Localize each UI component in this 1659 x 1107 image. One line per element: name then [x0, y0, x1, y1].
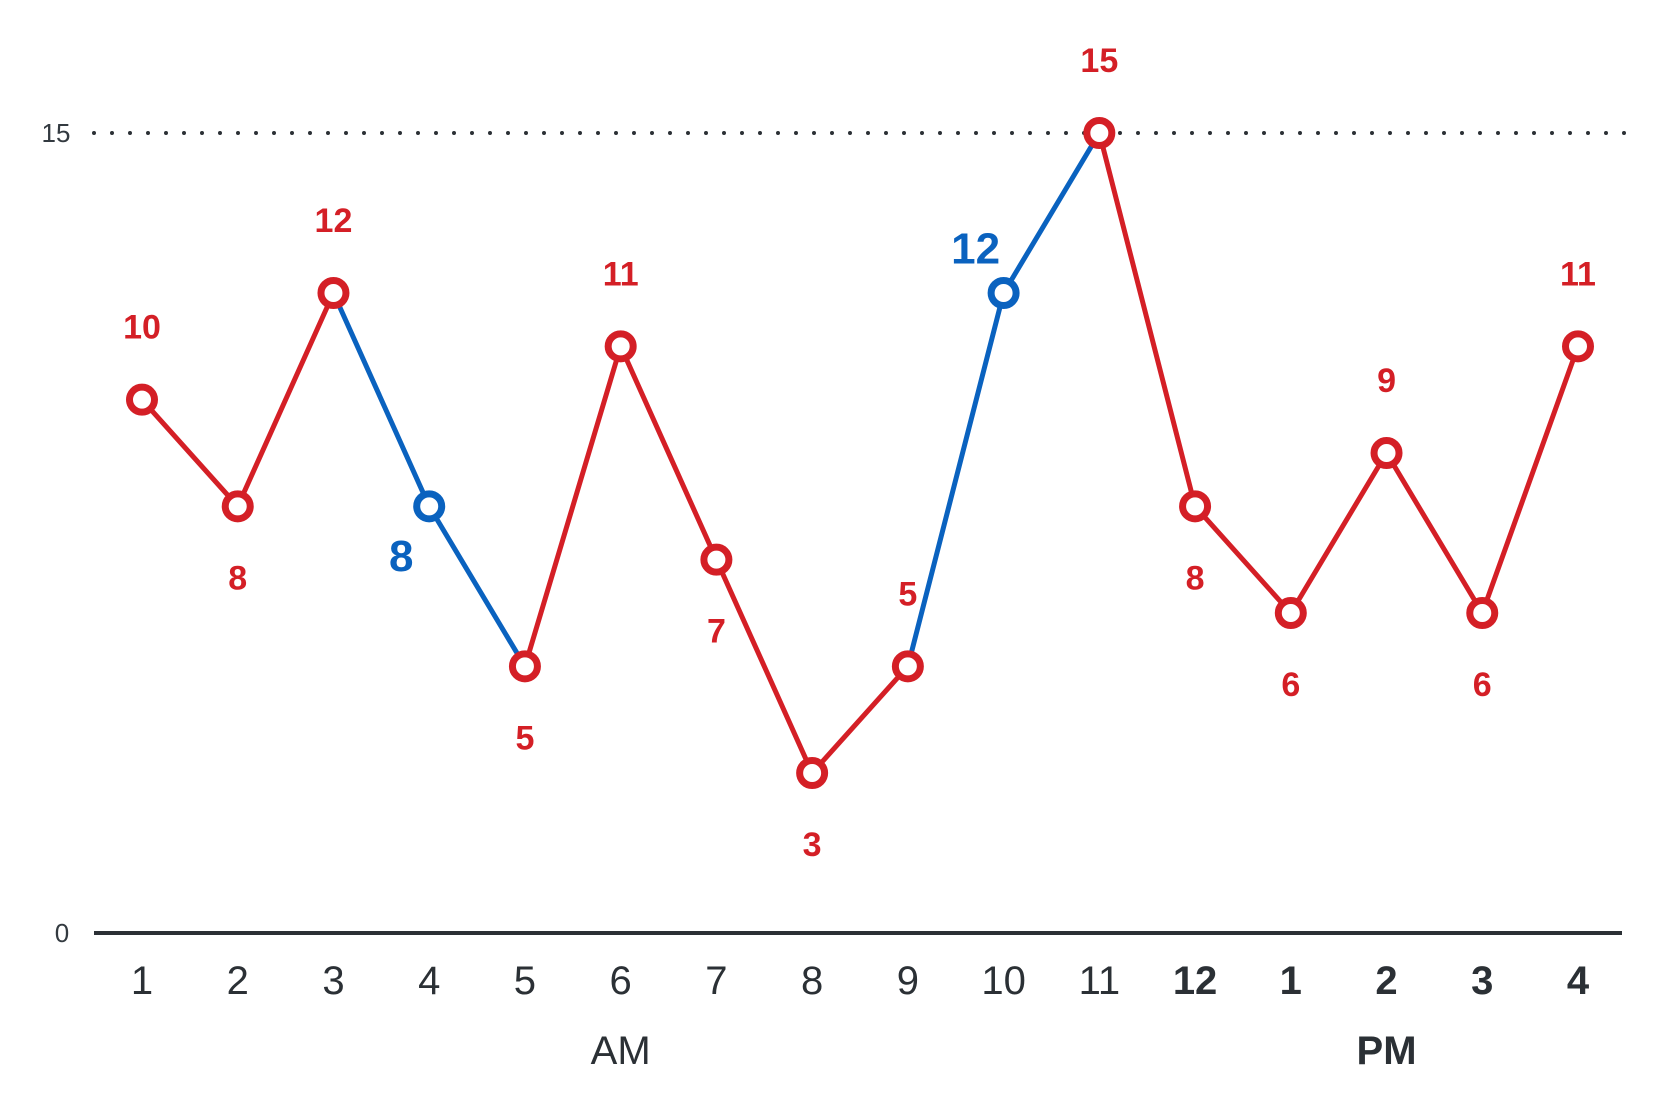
data-label: 6: [1473, 666, 1492, 704]
data-point: [796, 757, 829, 789]
data-point: [221, 490, 254, 523]
data-label: 12: [951, 225, 1000, 274]
x-tick-label: 1: [1280, 959, 1302, 1003]
line-segment: [713, 557, 815, 776]
data-point: [700, 543, 733, 576]
line-segment: [1001, 130, 1102, 296]
data-point: [1370, 437, 1403, 469]
data-point: [508, 650, 541, 683]
x-tick-label: 5: [514, 959, 536, 1003]
period-labels: AM PM: [591, 1029, 1417, 1073]
y-axis-ticks: 0 15: [42, 118, 71, 948]
data-label: 5: [898, 575, 917, 613]
line-segment: [235, 290, 336, 509]
line-segment: [809, 663, 911, 776]
x-tick-label: 1: [131, 959, 153, 1003]
data-label: 7: [707, 613, 726, 651]
x-tick-label: 2: [1375, 959, 1397, 1003]
line-segment: [330, 290, 432, 509]
data-label: 11: [603, 255, 639, 293]
x-tick-label: 4: [418, 959, 440, 1003]
line-segment: [618, 343, 719, 563]
data-label: 8: [1186, 559, 1205, 597]
data-point: [604, 330, 637, 363]
data-point: [1562, 330, 1594, 363]
data-label: 12: [315, 202, 353, 240]
data-label: 8: [389, 532, 413, 581]
data-label: 10: [123, 309, 161, 347]
y-tick-label: 15: [42, 118, 71, 148]
data-labels: 10 8 12 8 5 11 7 3 5 12 15 8 6 9 6 11: [123, 42, 1596, 864]
data-point: [1274, 597, 1307, 629]
series-points: [126, 117, 1594, 789]
x-axis-ticks: 1 2 3 4 5 6 7 8 9 10 11 12 1 2 3 4: [131, 959, 1590, 1003]
line-segment: [139, 397, 241, 509]
data-label: 5: [515, 719, 534, 757]
y-tick-label: 0: [55, 918, 69, 948]
period-label: PM: [1357, 1029, 1417, 1073]
x-tick-label: 11: [1079, 959, 1121, 1003]
line-segment: [1288, 450, 1390, 616]
line-segment: [1479, 343, 1581, 616]
line-segment: [426, 503, 528, 669]
x-tick-label: 10: [981, 959, 1026, 1003]
x-tick-label: 3: [322, 959, 344, 1003]
x-tick-label: 3: [1471, 959, 1493, 1003]
x-tick-label: 2: [227, 959, 249, 1003]
x-tick-label: 7: [705, 959, 727, 1003]
line-segment: [1096, 130, 1198, 509]
line-segment: [1384, 450, 1485, 616]
data-label: 9: [1377, 362, 1396, 400]
gridlines: [92, 131, 1630, 935]
x-tick-label: 6: [610, 959, 632, 1003]
series-line: [139, 130, 1581, 776]
data-point: [1083, 117, 1116, 149]
line-segment: [905, 290, 1007, 669]
data-point: [891, 650, 924, 683]
x-tick-label: 8: [801, 959, 823, 1003]
data-point: [413, 490, 446, 523]
x-tick-label: 9: [897, 959, 919, 1003]
data-label: 6: [1281, 666, 1300, 704]
data-point: [1179, 490, 1212, 523]
x-tick-label: 12: [1173, 959, 1218, 1003]
line-segment: [522, 343, 624, 669]
data-label: 3: [803, 826, 822, 864]
line-segment: [1192, 503, 1294, 616]
period-label: AM: [591, 1029, 651, 1073]
data-label: 11: [1560, 255, 1596, 293]
data-point: [987, 277, 1020, 309]
data-point: [126, 383, 158, 416]
data-label: 15: [1080, 42, 1118, 80]
data-label: 8: [228, 559, 247, 597]
data-point: [317, 277, 350, 309]
x-tick-label: 4: [1567, 959, 1590, 1003]
data-point: [1466, 597, 1499, 629]
